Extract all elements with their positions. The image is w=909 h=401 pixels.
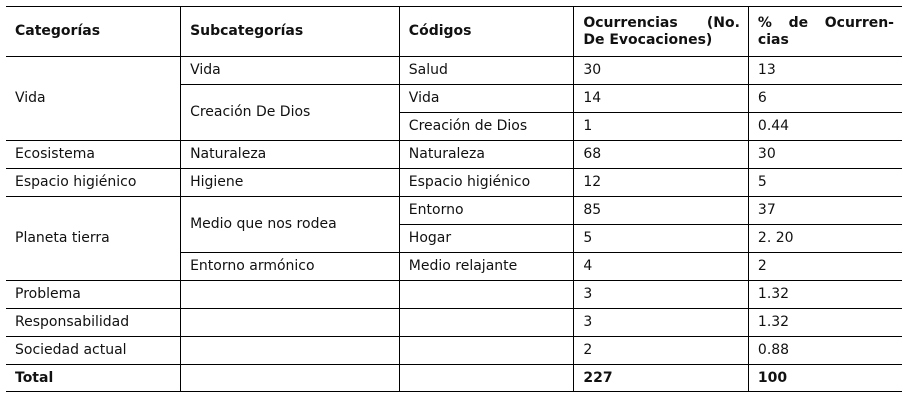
percent-cell: 2 [747, 252, 902, 281]
table-row: Entorno armónico Medio relajante 4 2 [6, 252, 902, 281]
subcategory-cell: Creación De Dios [180, 84, 400, 141]
code-cell: Entorno [398, 196, 574, 225]
code-cell [398, 364, 574, 392]
code-cell [398, 280, 574, 309]
header-categorias: Categorías [6, 6, 181, 57]
occurrences-cell: 2 [573, 336, 749, 365]
subcategory-cell: Medio que nos rodea [180, 196, 400, 253]
occurrences-cell: 3 [573, 280, 749, 309]
occurrences-table: Categorías Subcategorías Códigos Ocurren… [6, 6, 902, 392]
percent-cell: 6 [747, 84, 902, 113]
occurrences-cell: 3 [573, 308, 749, 337]
code-cell: Salud [398, 56, 574, 85]
table-row: Planeta tierra Medio que nos rodea Entor… [6, 196, 902, 281]
header-subcategorias: Subcategorías [180, 6, 400, 57]
code-cell: Medio relajante [398, 252, 574, 281]
category-cell: Planeta tierra [6, 196, 181, 281]
occurrences-cell: 85 [573, 196, 749, 225]
subcategory-cell: Naturaleza [180, 140, 400, 169]
subcategory-cell: Entorno armónico [180, 252, 400, 281]
category-cell: Ecosistema [6, 140, 181, 169]
table-row: Espacio higiénico Higiene Espacio higién… [6, 168, 902, 197]
code-cell [398, 308, 574, 337]
header-porcentaje: % de Ocurren-cias [747, 6, 902, 57]
occurrences-cell: 30 [573, 56, 749, 85]
table-row: Creación de Dios 1 0.44 [6, 112, 902, 141]
code-cell [398, 336, 574, 365]
total-row: Total 227 100 [6, 364, 902, 392]
category-cell: Sociedad actual [15, 342, 127, 358]
percent-cell: 1.32 [747, 280, 902, 309]
header-row: Categorías Subcategorías Códigos Ocurren… [6, 6, 902, 57]
table-row: Problema 3 1.32 [6, 280, 902, 309]
percent-cell: 0.44 [747, 112, 902, 141]
code-cell: Espacio higiénico [398, 168, 574, 197]
code-cell: Vida [398, 84, 574, 113]
occurrences-cell: 14 [573, 84, 749, 113]
category-cell: Problema [6, 280, 181, 309]
percent-cell: 0.88 [747, 336, 902, 365]
subcategory-cell [180, 280, 400, 309]
occurrences-cell: 68 [573, 140, 749, 169]
occurrences-cell: 1 [573, 112, 749, 141]
category-cell: Espacio higiénico [6, 168, 181, 197]
subcategory-cell [180, 364, 400, 392]
percent-cell: 2. 20 [747, 224, 902, 253]
total-percent: 100 [747, 364, 902, 392]
occurrences-cell: 4 [573, 252, 749, 281]
table-row: Creación De Dios Vida 14 6 [6, 84, 902, 141]
category-cell: Vida [6, 56, 181, 141]
header-ocurrencias: Ocurrencias (No. De Evocaciones) [573, 6, 749, 57]
subcategory-cell: Vida [180, 56, 400, 85]
subcategory-cell [180, 308, 400, 337]
table-row: Vida Vida Salud 30 13 [6, 56, 902, 141]
code-cell: Naturaleza [398, 140, 574, 169]
table-row: Responsabilidad 3 1.32 [6, 308, 902, 337]
header-codigos: Códigos [398, 6, 574, 57]
occurrences-cell: 12 [573, 168, 749, 197]
percent-cell: 5 [747, 168, 902, 197]
subcategory-cell [180, 336, 400, 365]
occurrences-cell: 5 [573, 224, 749, 253]
total-occurrences: 227 [573, 364, 749, 392]
percent-cell: 1.32 [747, 308, 902, 337]
percent-cell: 30 [747, 140, 902, 169]
table-row: Ecosistema Naturaleza Naturaleza 68 30 [6, 140, 902, 169]
subcategory-cell: Higiene [180, 168, 400, 197]
category-cell: Responsabilidad [6, 308, 181, 337]
code-cell: Hogar [398, 224, 574, 253]
percent-cell: 13 [747, 56, 902, 85]
table-row: Hogar 5 2. 20 [6, 224, 902, 253]
table-row: Sociedad actual 2 0.88 [6, 336, 902, 365]
percent-cell: 37 [747, 196, 902, 225]
code-cell: Creación de Dios [398, 112, 574, 141]
total-label: Total [6, 364, 181, 392]
